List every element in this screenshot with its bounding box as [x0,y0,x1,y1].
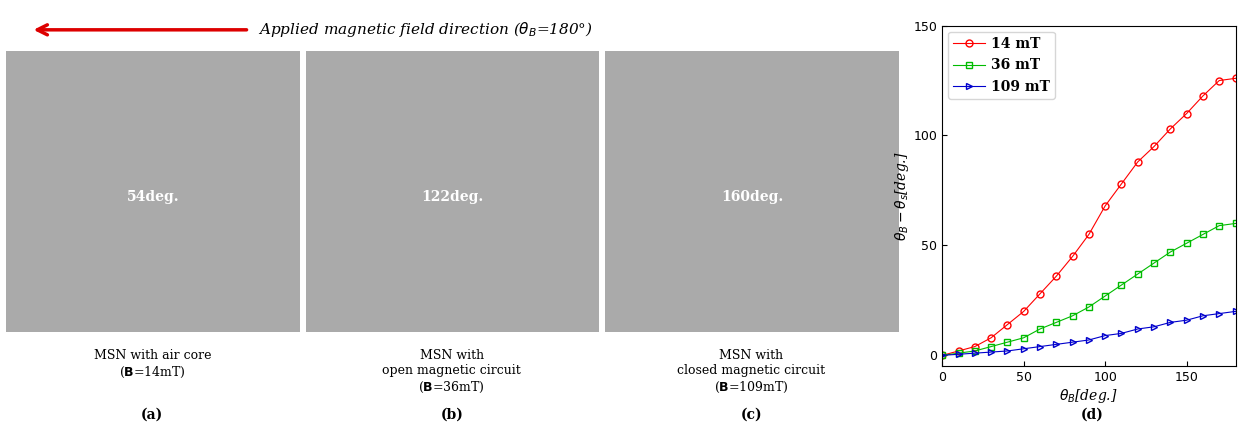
109 mT [1016,346,1031,351]
36 mT [983,344,998,349]
14 mT [1098,203,1113,208]
Text: 160deg.: 160deg. [721,190,782,204]
14 mT [967,344,982,349]
14 mT [1016,309,1031,314]
109 mT [1065,340,1080,345]
109 mT [1179,318,1194,323]
109 mT [1098,333,1113,338]
36 mT [1081,305,1097,310]
14 mT [1212,78,1227,83]
109 mT [935,353,950,358]
36 mT [1098,294,1113,299]
14 mT [1147,144,1162,149]
Legend: 14 mT, 36 mT, 109 mT: 14 mT, 36 mT, 109 mT [948,32,1055,99]
14 mT [1163,127,1178,132]
36 mT [1131,271,1146,276]
109 mT [1000,348,1015,354]
14 mT [935,353,950,358]
109 mT [1212,311,1227,316]
109 mT [1196,313,1211,318]
36 mT [1228,221,1243,226]
36 mT [1196,232,1211,237]
109 mT [1147,324,1162,329]
36 mT [1065,313,1080,318]
36 mT [1016,335,1031,340]
109 mT [1163,320,1178,325]
36 mT [1147,260,1162,265]
36 mT [935,353,950,358]
14 mT [1131,159,1146,164]
109 mT [1081,337,1097,343]
14 mT [983,335,998,340]
X-axis label: $\theta_B$[deg.]: $\theta_B$[deg.] [1060,387,1118,405]
109 mT [1048,342,1063,347]
14 mT [1032,291,1047,296]
36 mT [951,351,966,356]
36 mT [1212,223,1227,228]
109 mT [1131,326,1146,331]
14 mT [1000,322,1015,327]
Text: (a): (a) [141,408,163,422]
14 mT [1114,181,1129,187]
14 mT [1048,273,1063,279]
109 mT [1228,309,1243,314]
36 mT [1000,340,1015,345]
Text: Applied magnetic field direction ($\theta_B$=180°): Applied magnetic field direction ($\thet… [258,20,593,39]
14 mT [951,348,966,354]
36 mT [1179,241,1194,246]
Text: 54deg.: 54deg. [126,190,180,204]
14 mT [1065,254,1080,259]
36 mT [1114,282,1129,288]
14 mT [1228,76,1243,81]
Text: 122deg.: 122deg. [422,190,483,204]
14 mT [1179,111,1194,116]
36 mT [1048,320,1063,325]
36 mT [967,348,982,354]
Text: (d): (d) [1081,408,1103,422]
Text: MSN with
closed magnetic circuit
($\mathbf{B}$=109mT): MSN with closed magnetic circuit ($\math… [678,349,825,394]
109 mT [1032,344,1047,349]
109 mT [1114,331,1129,336]
109 mT [983,349,998,354]
Text: MSN with air core
($\mathbf{B}$=14mT): MSN with air core ($\mathbf{B}$=14mT) [94,349,211,380]
36 mT [1032,326,1047,331]
109 mT [951,352,966,357]
14 mT [1081,232,1097,237]
Text: (b): (b) [441,408,463,422]
Line: 36 mT: 36 mT [938,220,1239,359]
14 mT [1196,93,1211,98]
Line: 14 mT: 14 mT [938,75,1239,359]
109 mT [967,351,982,356]
Text: (c): (c) [740,408,763,422]
Text: MSN with
open magnetic circuit
($\mathbf{B}$=36mT): MSN with open magnetic circuit ($\mathbf… [382,349,522,394]
36 mT [1163,250,1178,255]
Line: 109 mT: 109 mT [938,308,1239,359]
Y-axis label: $\theta_B-\theta_s$[deg.]: $\theta_B-\theta_s$[deg.] [892,151,911,241]
